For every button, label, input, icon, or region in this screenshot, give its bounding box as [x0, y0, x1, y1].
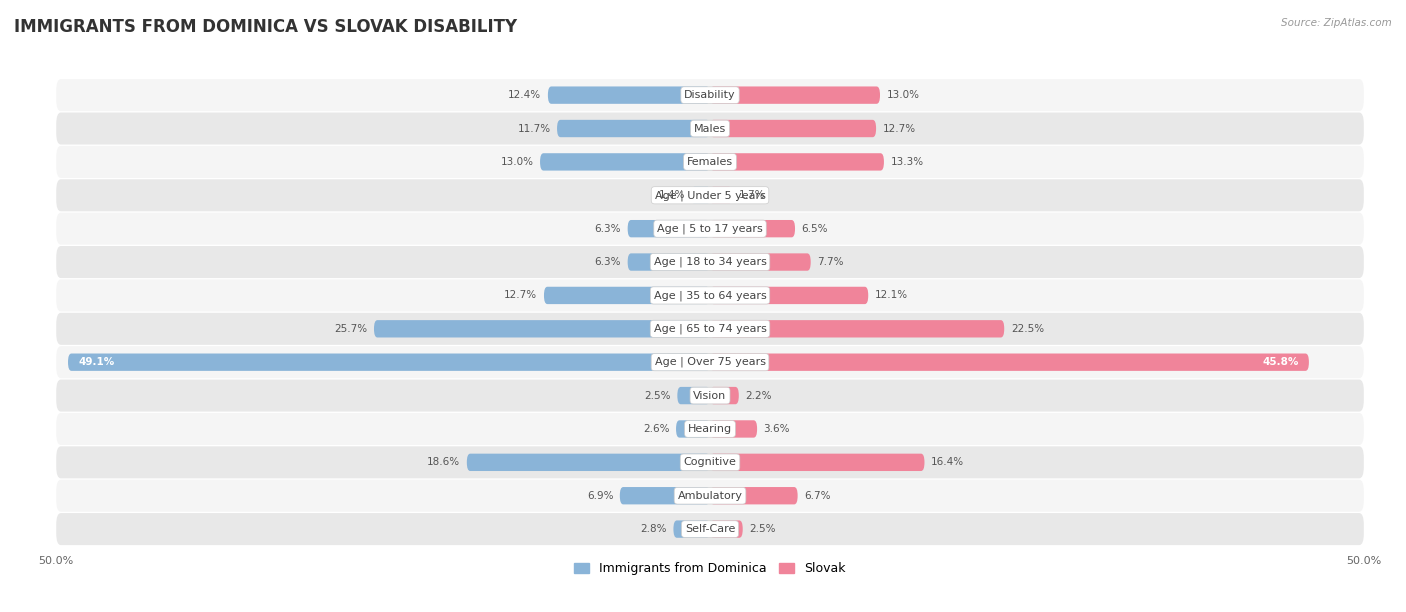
FancyBboxPatch shape — [710, 153, 884, 171]
FancyBboxPatch shape — [540, 153, 710, 171]
Text: IMMIGRANTS FROM DOMINICA VS SLOVAK DISABILITY: IMMIGRANTS FROM DOMINICA VS SLOVAK DISAB… — [14, 18, 517, 36]
Text: 2.8%: 2.8% — [640, 524, 666, 534]
FancyBboxPatch shape — [56, 379, 1364, 412]
Text: 16.4%: 16.4% — [931, 457, 965, 468]
Text: Vision: Vision — [693, 390, 727, 401]
Text: Males: Males — [695, 124, 725, 133]
Text: 11.7%: 11.7% — [517, 124, 551, 133]
FancyBboxPatch shape — [56, 313, 1364, 345]
FancyBboxPatch shape — [56, 480, 1364, 512]
FancyBboxPatch shape — [710, 320, 1004, 337]
Text: Age | 65 to 74 years: Age | 65 to 74 years — [654, 324, 766, 334]
Text: 13.0%: 13.0% — [501, 157, 533, 167]
FancyBboxPatch shape — [710, 487, 797, 504]
FancyBboxPatch shape — [620, 487, 710, 504]
Text: 3.6%: 3.6% — [763, 424, 790, 434]
Text: Ambulatory: Ambulatory — [678, 491, 742, 501]
Text: 13.3%: 13.3% — [890, 157, 924, 167]
FancyBboxPatch shape — [710, 287, 869, 304]
FancyBboxPatch shape — [56, 346, 1364, 378]
Text: Source: ZipAtlas.com: Source: ZipAtlas.com — [1281, 18, 1392, 28]
Text: Age | Under 5 years: Age | Under 5 years — [655, 190, 765, 201]
FancyBboxPatch shape — [673, 520, 710, 538]
Text: 12.4%: 12.4% — [508, 90, 541, 100]
FancyBboxPatch shape — [678, 387, 710, 405]
Text: 18.6%: 18.6% — [427, 457, 460, 468]
Text: 6.3%: 6.3% — [595, 257, 621, 267]
Text: 12.7%: 12.7% — [505, 291, 537, 300]
FancyBboxPatch shape — [676, 420, 710, 438]
Text: Age | 35 to 64 years: Age | 35 to 64 years — [654, 290, 766, 300]
FancyBboxPatch shape — [710, 187, 733, 204]
Text: Self-Care: Self-Care — [685, 524, 735, 534]
FancyBboxPatch shape — [56, 280, 1364, 312]
FancyBboxPatch shape — [557, 120, 710, 137]
Text: 6.9%: 6.9% — [586, 491, 613, 501]
FancyBboxPatch shape — [692, 187, 710, 204]
FancyBboxPatch shape — [56, 513, 1364, 545]
Text: 45.8%: 45.8% — [1263, 357, 1298, 367]
Text: 1.4%: 1.4% — [658, 190, 685, 200]
Text: Age | 5 to 17 years: Age | 5 to 17 years — [657, 223, 763, 234]
FancyBboxPatch shape — [710, 453, 925, 471]
FancyBboxPatch shape — [67, 354, 710, 371]
Text: 12.1%: 12.1% — [875, 291, 908, 300]
Text: Cognitive: Cognitive — [683, 457, 737, 468]
Text: Age | 18 to 34 years: Age | 18 to 34 years — [654, 257, 766, 267]
FancyBboxPatch shape — [710, 120, 876, 137]
Text: 22.5%: 22.5% — [1011, 324, 1043, 334]
FancyBboxPatch shape — [56, 246, 1364, 278]
FancyBboxPatch shape — [710, 354, 1309, 371]
Text: 12.7%: 12.7% — [883, 124, 915, 133]
Text: Disability: Disability — [685, 90, 735, 100]
Text: 2.6%: 2.6% — [643, 424, 669, 434]
Text: Age | Over 75 years: Age | Over 75 years — [655, 357, 765, 367]
FancyBboxPatch shape — [627, 220, 710, 237]
Legend: Immigrants from Dominica, Slovak: Immigrants from Dominica, Slovak — [569, 558, 851, 580]
FancyBboxPatch shape — [627, 253, 710, 271]
Text: 49.1%: 49.1% — [79, 357, 115, 367]
FancyBboxPatch shape — [544, 287, 710, 304]
Text: 6.3%: 6.3% — [595, 223, 621, 234]
FancyBboxPatch shape — [374, 320, 710, 337]
FancyBboxPatch shape — [548, 86, 710, 104]
FancyBboxPatch shape — [56, 79, 1364, 111]
Text: 6.5%: 6.5% — [801, 223, 828, 234]
FancyBboxPatch shape — [56, 446, 1364, 479]
Text: Hearing: Hearing — [688, 424, 733, 434]
Text: Females: Females — [688, 157, 733, 167]
FancyBboxPatch shape — [56, 113, 1364, 144]
Text: 2.2%: 2.2% — [745, 390, 772, 401]
FancyBboxPatch shape — [56, 146, 1364, 178]
Text: 1.7%: 1.7% — [738, 190, 765, 200]
Text: 13.0%: 13.0% — [887, 90, 920, 100]
FancyBboxPatch shape — [467, 453, 710, 471]
FancyBboxPatch shape — [710, 86, 880, 104]
FancyBboxPatch shape — [710, 387, 738, 405]
FancyBboxPatch shape — [710, 220, 794, 237]
Text: 2.5%: 2.5% — [644, 390, 671, 401]
FancyBboxPatch shape — [56, 212, 1364, 245]
Text: 7.7%: 7.7% — [817, 257, 844, 267]
Text: 25.7%: 25.7% — [335, 324, 367, 334]
FancyBboxPatch shape — [56, 413, 1364, 445]
FancyBboxPatch shape — [710, 420, 756, 438]
FancyBboxPatch shape — [710, 253, 811, 271]
FancyBboxPatch shape — [56, 179, 1364, 211]
FancyBboxPatch shape — [710, 520, 742, 538]
Text: 6.7%: 6.7% — [804, 491, 831, 501]
Text: 2.5%: 2.5% — [749, 524, 776, 534]
